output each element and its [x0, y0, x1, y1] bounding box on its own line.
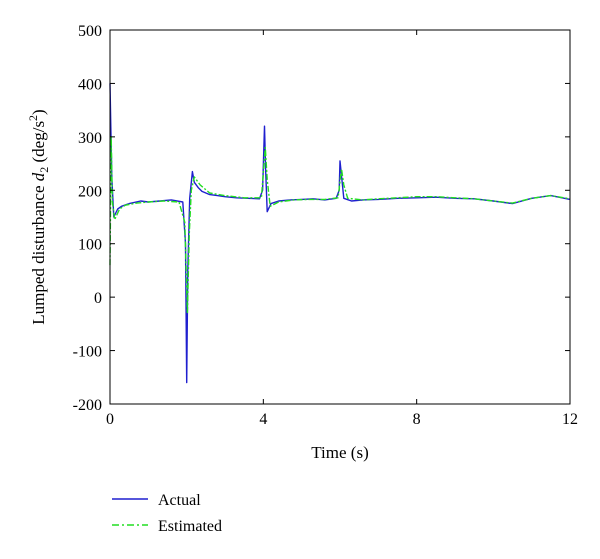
x-tick-label: 8: [413, 411, 421, 428]
y-axis-title-unit-close: ): [29, 109, 48, 115]
y-tick-label: -100: [73, 344, 102, 361]
y-tick-label: 100: [78, 237, 102, 254]
legend-label-estimated: Estimated: [158, 518, 222, 535]
y-axis-title-symbol: d: [29, 172, 48, 181]
plot-area: [110, 30, 570, 404]
axes-frame: [109, 29, 571, 405]
x-tick-label: 0: [106, 411, 114, 428]
x-tick-label: 4: [259, 411, 267, 428]
legend-label-actual: Actual: [158, 492, 201, 509]
axes-layer: [109, 29, 571, 405]
series-line-estimated: [109, 136, 571, 314]
y-axis-title: Lumped disturbance d2 (deg/s2): [26, 109, 51, 324]
x-axis-title: Time (s): [311, 443, 368, 462]
y-tick-label: 400: [78, 76, 102, 93]
y-tick-label: 0: [94, 290, 102, 307]
y-tick-label: -200: [73, 397, 102, 414]
y-tick-label: 500: [78, 23, 102, 40]
series-line-actual: [109, 83, 571, 384]
y-axis-title-unit-power: 2: [26, 115, 40, 121]
y-tick-label: 300: [78, 130, 102, 147]
y-axis-title-unit-open: (deg/s: [29, 121, 48, 167]
y-axis-title-main: Lumped disturbance: [29, 181, 48, 325]
x-tick-label: 12: [562, 411, 578, 428]
ticks-layer: 0 4 8 12 -200 -100 0 100 200 300 400 500: [73, 23, 578, 428]
series-layer: [109, 83, 571, 384]
plot-background: [110, 30, 570, 404]
y-tick-label: 200: [78, 183, 102, 200]
y-axis-title-subscript: 2: [37, 167, 51, 173]
legend: Actual Estimated: [112, 492, 222, 535]
